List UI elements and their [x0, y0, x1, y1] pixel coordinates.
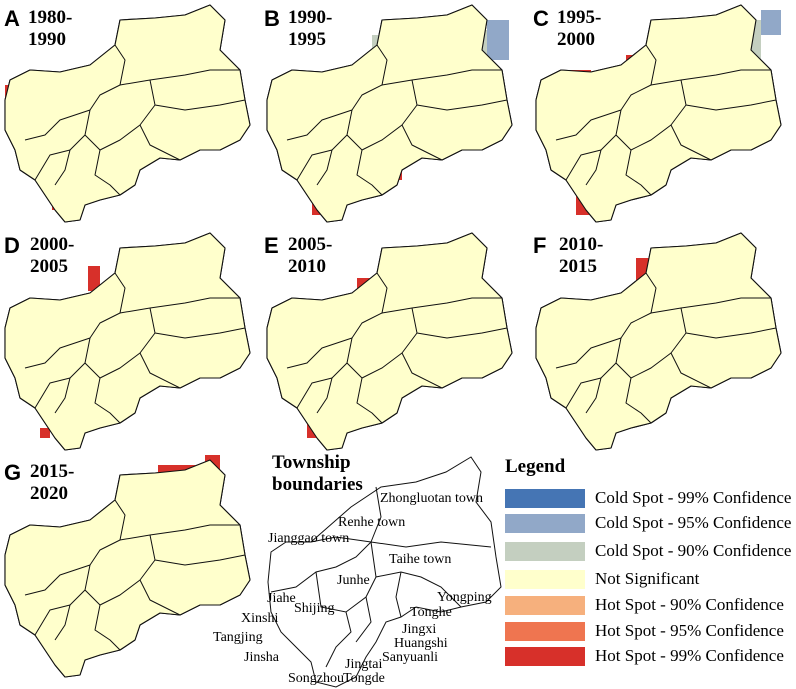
legend-item: Hot Spot - 90% Confidence: [505, 594, 784, 616]
district-map: [535, 4, 782, 223]
panel-letter: G: [4, 460, 22, 485]
legend-item: Hot Spot - 95% Confidence: [505, 620, 784, 642]
district-map: [4, 4, 251, 223]
panel-period: 1995-2000: [557, 7, 602, 50]
legend-swatch: [505, 621, 585, 641]
panel-letter: E: [264, 233, 279, 258]
legend-label: Not Significant: [595, 569, 700, 588]
town-label: Songzhou: [288, 671, 344, 686]
town-label: Jiahe: [267, 591, 296, 606]
legend-swatch: [505, 646, 585, 666]
panel-period: 2005-2010: [288, 234, 333, 277]
town-label: Jianggao town: [268, 531, 350, 546]
legend-label: Hot Spot - 95% Confidence: [595, 621, 784, 640]
town-label: Xinshi: [241, 611, 279, 626]
panel-letter: F: [533, 233, 547, 258]
legend-label: Hot Spot - 99% Confidence: [595, 646, 784, 665]
township-map-title: Township boundaries: [272, 452, 363, 495]
panel-letter: D: [4, 233, 20, 258]
township-outline: [267, 456, 502, 688]
panel-letter: C: [533, 6, 549, 31]
legend-item: Hot Spot - 99% Confidence: [505, 645, 784, 667]
district-map: [535, 232, 782, 451]
town-label: Jingxi: [402, 622, 437, 637]
district-map: [4, 455, 251, 678]
legend-item: Cold Spot - 95% Confidence: [505, 512, 791, 534]
panel-period: 2015-2020: [30, 461, 75, 504]
town-label: Jingtai: [345, 657, 383, 672]
panel-letter: B: [264, 6, 280, 31]
town-label: Taihe town: [389, 552, 452, 567]
legend-label: Cold Spot - 95% Confidence: [595, 513, 792, 532]
panel-period: 2000-2005: [30, 234, 75, 277]
town-label: Huangshi: [394, 636, 448, 651]
legend-swatch: [505, 541, 585, 561]
legend-item: Cold Spot - 90% Confidence: [505, 540, 791, 562]
town-label: Junhe: [337, 573, 370, 588]
town-label: Tangjing: [213, 630, 263, 645]
town-label: Yongping: [437, 590, 492, 605]
town-label: Zhongluotan town: [380, 491, 484, 506]
district-map: [266, 4, 513, 223]
legend-title: Legend: [505, 456, 566, 477]
town-label: Shijing: [294, 601, 335, 616]
town-label: Tonghe: [410, 605, 452, 620]
legend-item: Not Significant: [505, 568, 699, 590]
town-label: Tongde: [343, 671, 385, 686]
panel-period: 1980-1990: [28, 7, 73, 50]
legend-label: Hot Spot - 90% Confidence: [595, 595, 784, 614]
legend-swatch: [505, 569, 585, 589]
legend-swatch: [505, 488, 585, 508]
legend-label: Cold Spot - 90% Confidence: [595, 541, 792, 560]
panel-letter: A: [4, 6, 20, 31]
legend-label: Cold Spot - 99% Confidence: [595, 488, 792, 507]
legend-swatch: [505, 513, 585, 533]
panel-period: 1990-1995: [288, 7, 333, 50]
town-label: Sanyuanli: [382, 650, 438, 665]
legend-swatch: [505, 595, 585, 615]
panel-period: 2010-2015: [559, 234, 604, 277]
district-map: [266, 232, 513, 451]
legend-item: Cold Spot - 99% Confidence: [505, 487, 791, 509]
town-label: Renhe town: [338, 515, 406, 530]
district-map: [4, 232, 251, 451]
town-label: Jinsha: [244, 650, 279, 665]
